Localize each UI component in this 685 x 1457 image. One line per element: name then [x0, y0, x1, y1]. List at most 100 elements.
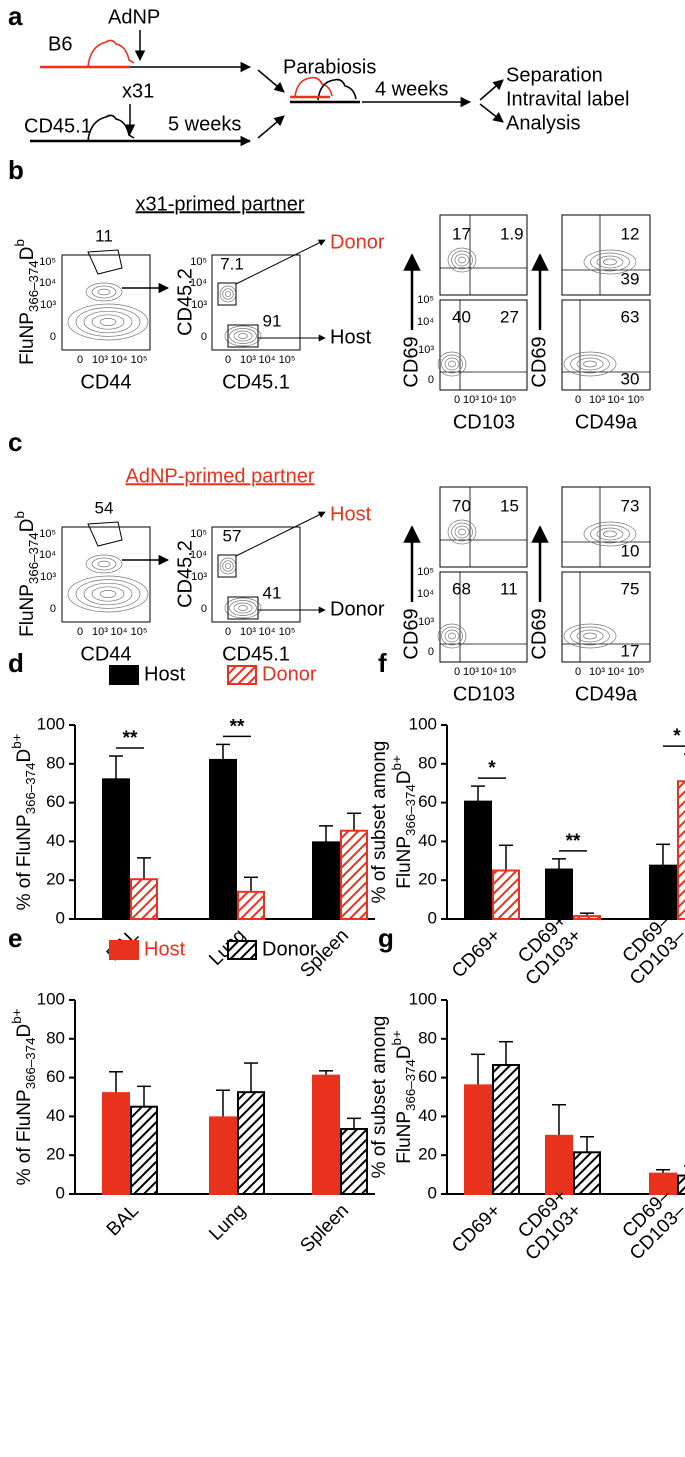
contour	[563, 623, 617, 649]
tick-label: 10⁴	[111, 354, 128, 366]
quadrant-value: 30	[621, 369, 640, 388]
tick-label: 10⁵	[190, 528, 207, 540]
y-tick-label: 0	[56, 1183, 65, 1202]
contour	[448, 632, 456, 640]
gate	[87, 249, 123, 275]
tick-label: 0	[201, 603, 207, 615]
gate	[217, 554, 237, 578]
contour	[85, 554, 123, 574]
label-part: FluNP	[17, 584, 38, 637]
bar	[312, 841, 340, 920]
legend-label: Donor	[262, 938, 317, 960]
contour	[447, 247, 477, 273]
tick-label: 10³	[589, 394, 605, 406]
y-tick-label: 40	[418, 831, 437, 850]
significance-label: *	[673, 726, 681, 747]
contour	[67, 303, 149, 341]
contour	[454, 253, 470, 267]
y-tick-label: 20	[46, 1145, 65, 1164]
y-tick-label: 80	[46, 1028, 65, 1047]
y-tick-label: 100	[37, 714, 65, 733]
y-tick-label: 60	[418, 1067, 437, 1086]
bar	[130, 878, 158, 920]
quadrant-value: 68	[452, 579, 471, 598]
x-tick-label: CD69+	[448, 925, 505, 982]
contour	[85, 282, 123, 302]
plot-frame	[561, 571, 651, 663]
gate-value: 11	[95, 226, 113, 245]
plot-frame	[561, 299, 651, 391]
plot-frame	[211, 526, 301, 623]
contour	[563, 351, 617, 377]
quadrant-value: 40	[452, 307, 471, 326]
contour	[238, 333, 248, 339]
bar	[340, 829, 368, 920]
legend-label: Host	[144, 938, 186, 960]
contour	[91, 285, 117, 299]
bar	[130, 1105, 158, 1195]
plot-frame	[561, 486, 651, 568]
panel-label: f	[378, 648, 387, 678]
tick-label: 10⁴	[417, 316, 434, 328]
contour	[99, 318, 117, 326]
tick-label: 0	[50, 603, 56, 615]
y-axis-label: % of subset among	[369, 1016, 390, 1179]
panel-label: a	[8, 1, 23, 31]
x-axis-label: CD44	[80, 643, 131, 665]
plot-frame	[561, 214, 651, 296]
target-label: Host	[330, 503, 372, 525]
label-part: D	[17, 247, 38, 261]
tick-label: 10⁵	[39, 256, 56, 268]
y-axis-label: FluNP366–374Db	[12, 239, 41, 365]
label-part: D	[394, 1045, 415, 1059]
contour	[447, 519, 477, 545]
tick-label: 10⁵	[131, 354, 148, 366]
panel-label: d	[8, 648, 24, 678]
label-part: 366–374	[23, 763, 38, 815]
y-axis-label: % of FluNP366–374Db+	[9, 1008, 38, 1185]
tick-label: 0	[575, 394, 581, 406]
label-part: b	[12, 511, 27, 518]
tick-label: 10⁴	[481, 666, 498, 678]
target-label: Donor	[330, 231, 385, 253]
tick-label: 10⁴	[39, 549, 56, 561]
tick-label: 10⁵	[500, 666, 517, 678]
x-axis-label: CD45.1	[222, 371, 290, 393]
quadrant-value: 15	[500, 496, 519, 515]
contour	[583, 360, 597, 368]
y-tick-label: 80	[418, 1028, 437, 1047]
contour	[224, 290, 232, 298]
label-part: % of FluNP	[14, 814, 35, 910]
label-part: FluNP	[394, 1111, 415, 1164]
tick-label: 0	[575, 666, 581, 678]
x-tick-line: BAL	[103, 1200, 143, 1240]
treatment-label: x31	[122, 80, 154, 102]
bar	[464, 800, 492, 921]
y-axis-label: FluNP366–374Db	[12, 511, 41, 637]
bar	[677, 1174, 685, 1195]
label-part: D	[394, 770, 415, 784]
tick-label: 10⁴	[190, 277, 207, 289]
tick-label: 10⁴	[259, 626, 276, 638]
y-axis-label: CD69	[400, 336, 422, 387]
arrow	[257, 115, 285, 139]
x-tick-line: CD69+	[448, 925, 505, 982]
label-part: D	[14, 749, 35, 763]
contour	[448, 360, 456, 368]
tick-label: 0	[428, 646, 434, 658]
gate	[227, 324, 259, 348]
panel-title: x31-primed partner	[136, 193, 305, 215]
bar	[649, 1172, 677, 1196]
y-tick-label: 20	[418, 870, 437, 889]
plot-frame	[61, 254, 151, 351]
panel-label: g	[378, 923, 394, 953]
mouse	[317, 78, 357, 101]
x-tick-label: Spleen	[296, 1200, 353, 1257]
bar	[545, 1134, 573, 1196]
tick-label: 10³	[92, 626, 108, 638]
tick-label: 10³	[463, 394, 479, 406]
legend-swatch	[227, 940, 257, 960]
tick-label: 10⁴	[111, 626, 128, 638]
tick-label: 10³	[191, 571, 207, 583]
